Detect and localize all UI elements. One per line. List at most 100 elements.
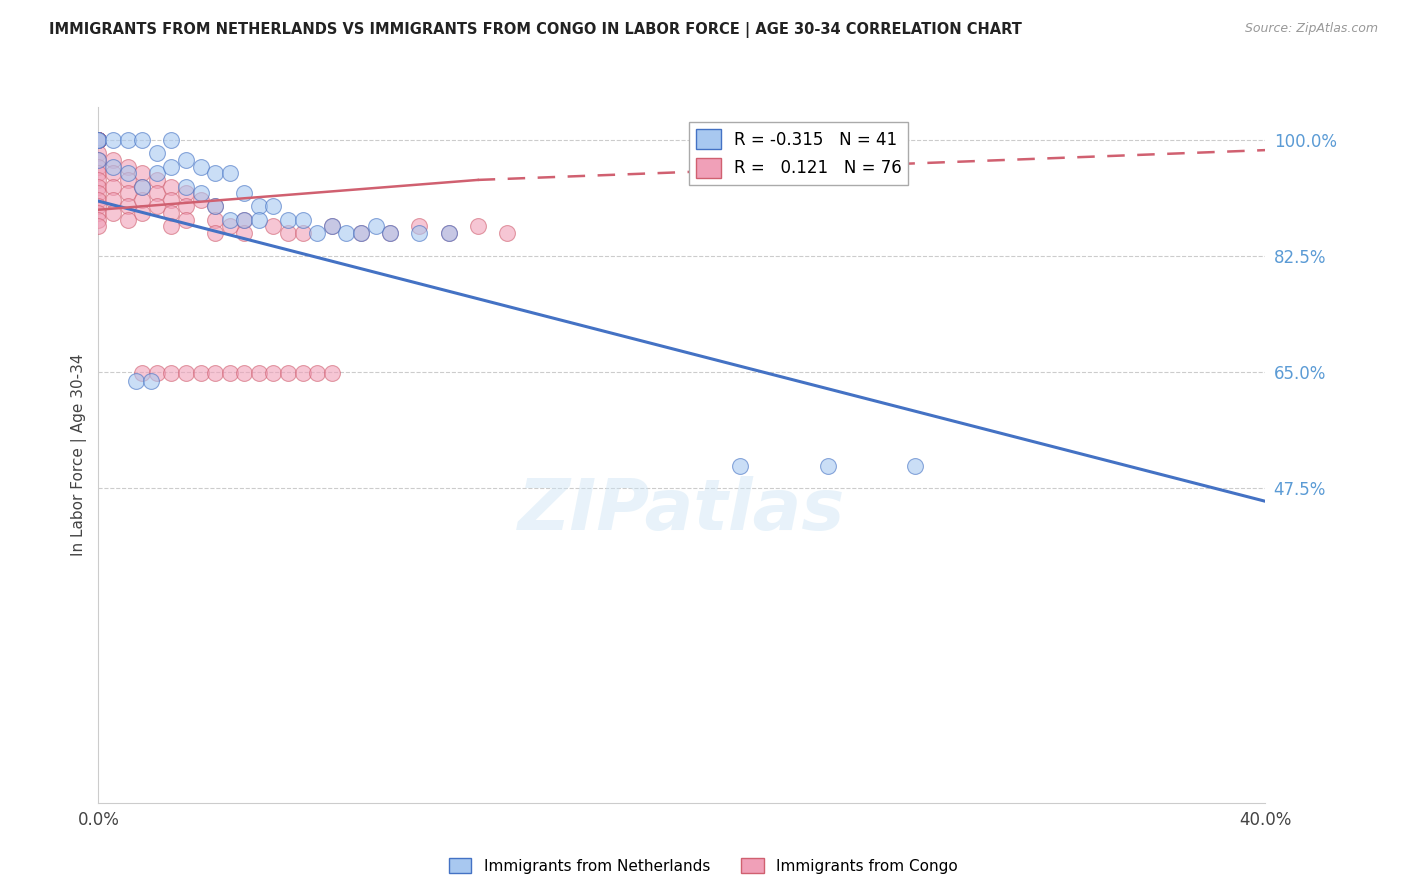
Text: ZIPatlas: ZIPatlas	[519, 476, 845, 545]
Point	[233, 212, 256, 227]
Point	[277, 226, 299, 240]
Point	[190, 186, 212, 201]
Point	[117, 199, 139, 213]
Point	[131, 367, 153, 381]
Point	[87, 160, 110, 174]
Point	[87, 206, 110, 220]
Point	[728, 459, 751, 474]
Point	[233, 186, 256, 201]
Point	[87, 133, 110, 147]
Point	[335, 226, 357, 240]
Point	[101, 160, 124, 174]
Point	[904, 459, 927, 474]
Point	[160, 133, 183, 147]
Point	[146, 146, 169, 161]
Point	[87, 133, 110, 147]
Point	[131, 179, 153, 194]
Point	[131, 193, 153, 207]
Text: Source: ZipAtlas.com: Source: ZipAtlas.com	[1244, 22, 1378, 36]
Point	[408, 219, 430, 234]
Point	[131, 166, 153, 180]
Point	[146, 199, 169, 213]
Point	[101, 193, 124, 207]
Point	[87, 166, 110, 180]
Point	[160, 193, 183, 207]
Point	[139, 375, 162, 389]
Point	[218, 367, 240, 381]
Point	[87, 133, 110, 147]
Point	[218, 166, 240, 180]
Legend: Immigrants from Netherlands, Immigrants from Congo: Immigrants from Netherlands, Immigrants …	[443, 852, 963, 880]
Point	[204, 226, 226, 240]
Point	[291, 212, 314, 227]
Point	[277, 367, 299, 381]
Point	[146, 367, 169, 381]
Point	[321, 219, 343, 234]
Point	[350, 226, 373, 240]
Point	[101, 206, 124, 220]
Point	[204, 166, 226, 180]
Point	[408, 226, 430, 240]
Point	[160, 179, 183, 194]
Point	[291, 226, 314, 240]
Point	[233, 226, 256, 240]
Y-axis label: In Labor Force | Age 30-34: In Labor Force | Age 30-34	[72, 353, 87, 557]
Point	[364, 219, 387, 234]
Point	[218, 219, 240, 234]
Point	[350, 226, 373, 240]
Point	[437, 226, 460, 240]
Point	[204, 212, 226, 227]
Point	[190, 193, 212, 207]
Point	[190, 367, 212, 381]
Point	[321, 219, 343, 234]
Point	[174, 153, 197, 167]
Point	[307, 226, 329, 240]
Point	[817, 459, 839, 474]
Point	[117, 160, 139, 174]
Point	[101, 179, 124, 194]
Point	[146, 173, 169, 187]
Point	[204, 367, 226, 381]
Point	[204, 199, 226, 213]
Point	[378, 226, 402, 240]
Point	[160, 160, 183, 174]
Point	[307, 367, 329, 381]
Point	[174, 186, 197, 201]
Point	[247, 212, 270, 227]
Point	[87, 133, 110, 147]
Point	[378, 226, 402, 240]
Point	[262, 219, 284, 234]
Point	[87, 199, 110, 213]
Point	[87, 146, 110, 161]
Legend: R = -0.315   N = 41, R =   0.121   N = 76: R = -0.315 N = 41, R = 0.121 N = 76	[689, 122, 908, 185]
Point	[125, 375, 148, 389]
Text: IMMIGRANTS FROM NETHERLANDS VS IMMIGRANTS FROM CONGO IN LABOR FORCE | AGE 30-34 : IMMIGRANTS FROM NETHERLANDS VS IMMIGRANT…	[49, 22, 1022, 38]
Point	[262, 367, 284, 381]
Point	[131, 133, 153, 147]
Point	[174, 212, 197, 227]
Point	[233, 367, 256, 381]
Point	[247, 367, 270, 381]
Point	[101, 166, 124, 180]
Point	[218, 212, 240, 227]
Point	[321, 367, 343, 381]
Point	[117, 212, 139, 227]
Point	[131, 206, 153, 220]
Point	[87, 186, 110, 201]
Point	[101, 153, 124, 167]
Point	[87, 133, 110, 147]
Point	[160, 206, 183, 220]
Point	[131, 179, 153, 194]
Point	[467, 219, 489, 234]
Point	[117, 186, 139, 201]
Point	[101, 133, 124, 147]
Point	[87, 193, 110, 207]
Point	[87, 133, 110, 147]
Point	[204, 199, 226, 213]
Point	[146, 186, 169, 201]
Point	[87, 212, 110, 227]
Point	[87, 179, 110, 194]
Point	[291, 367, 314, 381]
Point	[87, 133, 110, 147]
Point	[87, 153, 110, 167]
